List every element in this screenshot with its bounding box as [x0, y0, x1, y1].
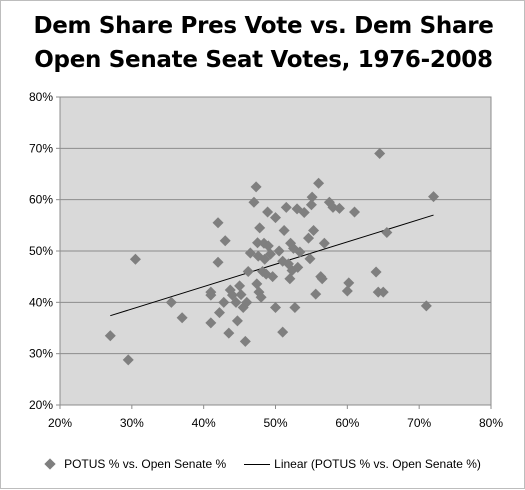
y-tick-label: 50% — [29, 244, 53, 258]
y-tick-label: 40% — [29, 295, 53, 309]
data-point — [219, 235, 231, 247]
data-point — [252, 237, 264, 249]
x-tick-label: 60% — [335, 416, 359, 430]
data-point — [235, 289, 247, 301]
data-point — [277, 326, 289, 338]
data-point — [289, 301, 301, 313]
data-point — [212, 256, 224, 268]
data-point — [231, 315, 243, 327]
data-point — [298, 207, 310, 218]
data-point — [341, 285, 353, 297]
data-point — [377, 286, 389, 298]
data-point — [333, 202, 345, 214]
trendline — [110, 214, 434, 317]
data-point — [428, 191, 440, 203]
x-tick-label: 70% — [407, 416, 431, 430]
data-point — [306, 191, 318, 203]
data-point — [255, 291, 267, 303]
legend-item-scatter: POTUS % vs. Open Senate % — [44, 457, 227, 471]
data-point — [223, 327, 235, 339]
line-marker-icon — [244, 463, 271, 465]
data-point — [234, 280, 246, 292]
data-point — [262, 206, 274, 218]
legend-label-scatter: POTUS % vs. Open Senate % — [64, 457, 227, 471]
data-point — [241, 296, 253, 308]
y-tick-label: 30% — [29, 347, 53, 361]
data-point — [343, 277, 355, 289]
legend-item-linear: Linear (POTUS % vs. Open Senate %) — [244, 457, 481, 471]
data-point — [104, 330, 116, 342]
data-point — [420, 300, 432, 312]
data-point — [239, 335, 251, 347]
data-point — [273, 245, 285, 257]
data-point — [370, 266, 382, 278]
data-point — [212, 217, 224, 229]
data-point — [280, 201, 292, 213]
data-point — [244, 247, 256, 259]
diamond-marker-icon — [44, 458, 56, 470]
data-point — [270, 212, 281, 224]
data-point — [349, 206, 361, 218]
x-tick-label: 40% — [192, 416, 216, 430]
data-point — [205, 317, 217, 329]
x-tick-label: 50% — [263, 416, 287, 430]
data-point — [316, 273, 328, 285]
data-point — [262, 240, 274, 252]
data-point — [165, 296, 177, 308]
x-axis: 20% 30% 40% 50% 60% 70% 80% — [48, 405, 503, 430]
y-tick-label: 60% — [29, 193, 53, 207]
data-point — [270, 301, 281, 313]
x-tick-label: 30% — [120, 416, 144, 430]
data-point — [284, 273, 296, 285]
data-point — [250, 181, 262, 193]
y-tick-label: 20% — [29, 398, 53, 412]
legend-label-linear: Linear (POTUS % vs. Open Senate %) — [274, 457, 481, 471]
data-point — [176, 312, 188, 324]
data-point — [294, 246, 306, 258]
data-point — [308, 224, 320, 236]
chart-title-line-1: Dem Share Pres Vote vs. Dem Share — [33, 13, 494, 39]
data-point — [129, 253, 141, 265]
data-point — [218, 296, 230, 308]
data-point — [242, 266, 254, 278]
y-tick-label: 70% — [29, 141, 53, 155]
y-tick-label: 80% — [29, 90, 53, 104]
data-point — [318, 237, 330, 249]
y-axis: 20% 30% 40% 50% 60% 70% 80% — [29, 90, 60, 412]
data-point — [305, 199, 317, 211]
trendline-line — [110, 214, 434, 317]
data-point — [313, 177, 325, 189]
data-point — [381, 227, 393, 239]
data-point — [122, 354, 134, 366]
data-point — [278, 224, 290, 236]
data-point — [264, 248, 276, 260]
x-tick-label: 20% — [48, 416, 72, 430]
data-points — [104, 147, 440, 366]
data-point — [230, 296, 242, 308]
data-point — [251, 278, 263, 290]
data-point — [205, 289, 217, 301]
chart-title-line-2: Open Senate Seat Votes, 1976-2008 — [34, 47, 493, 73]
data-point — [304, 253, 316, 265]
data-point — [303, 232, 315, 244]
legend: POTUS % vs. Open Senate % Linear (POTUS … — [1, 457, 525, 471]
data-point — [259, 253, 271, 265]
data-point — [310, 288, 322, 300]
data-point — [213, 307, 225, 319]
data-point — [292, 261, 304, 273]
data-point — [248, 196, 260, 208]
data-point — [374, 147, 386, 159]
x-tick-label: 80% — [479, 416, 503, 430]
data-point — [267, 271, 279, 283]
